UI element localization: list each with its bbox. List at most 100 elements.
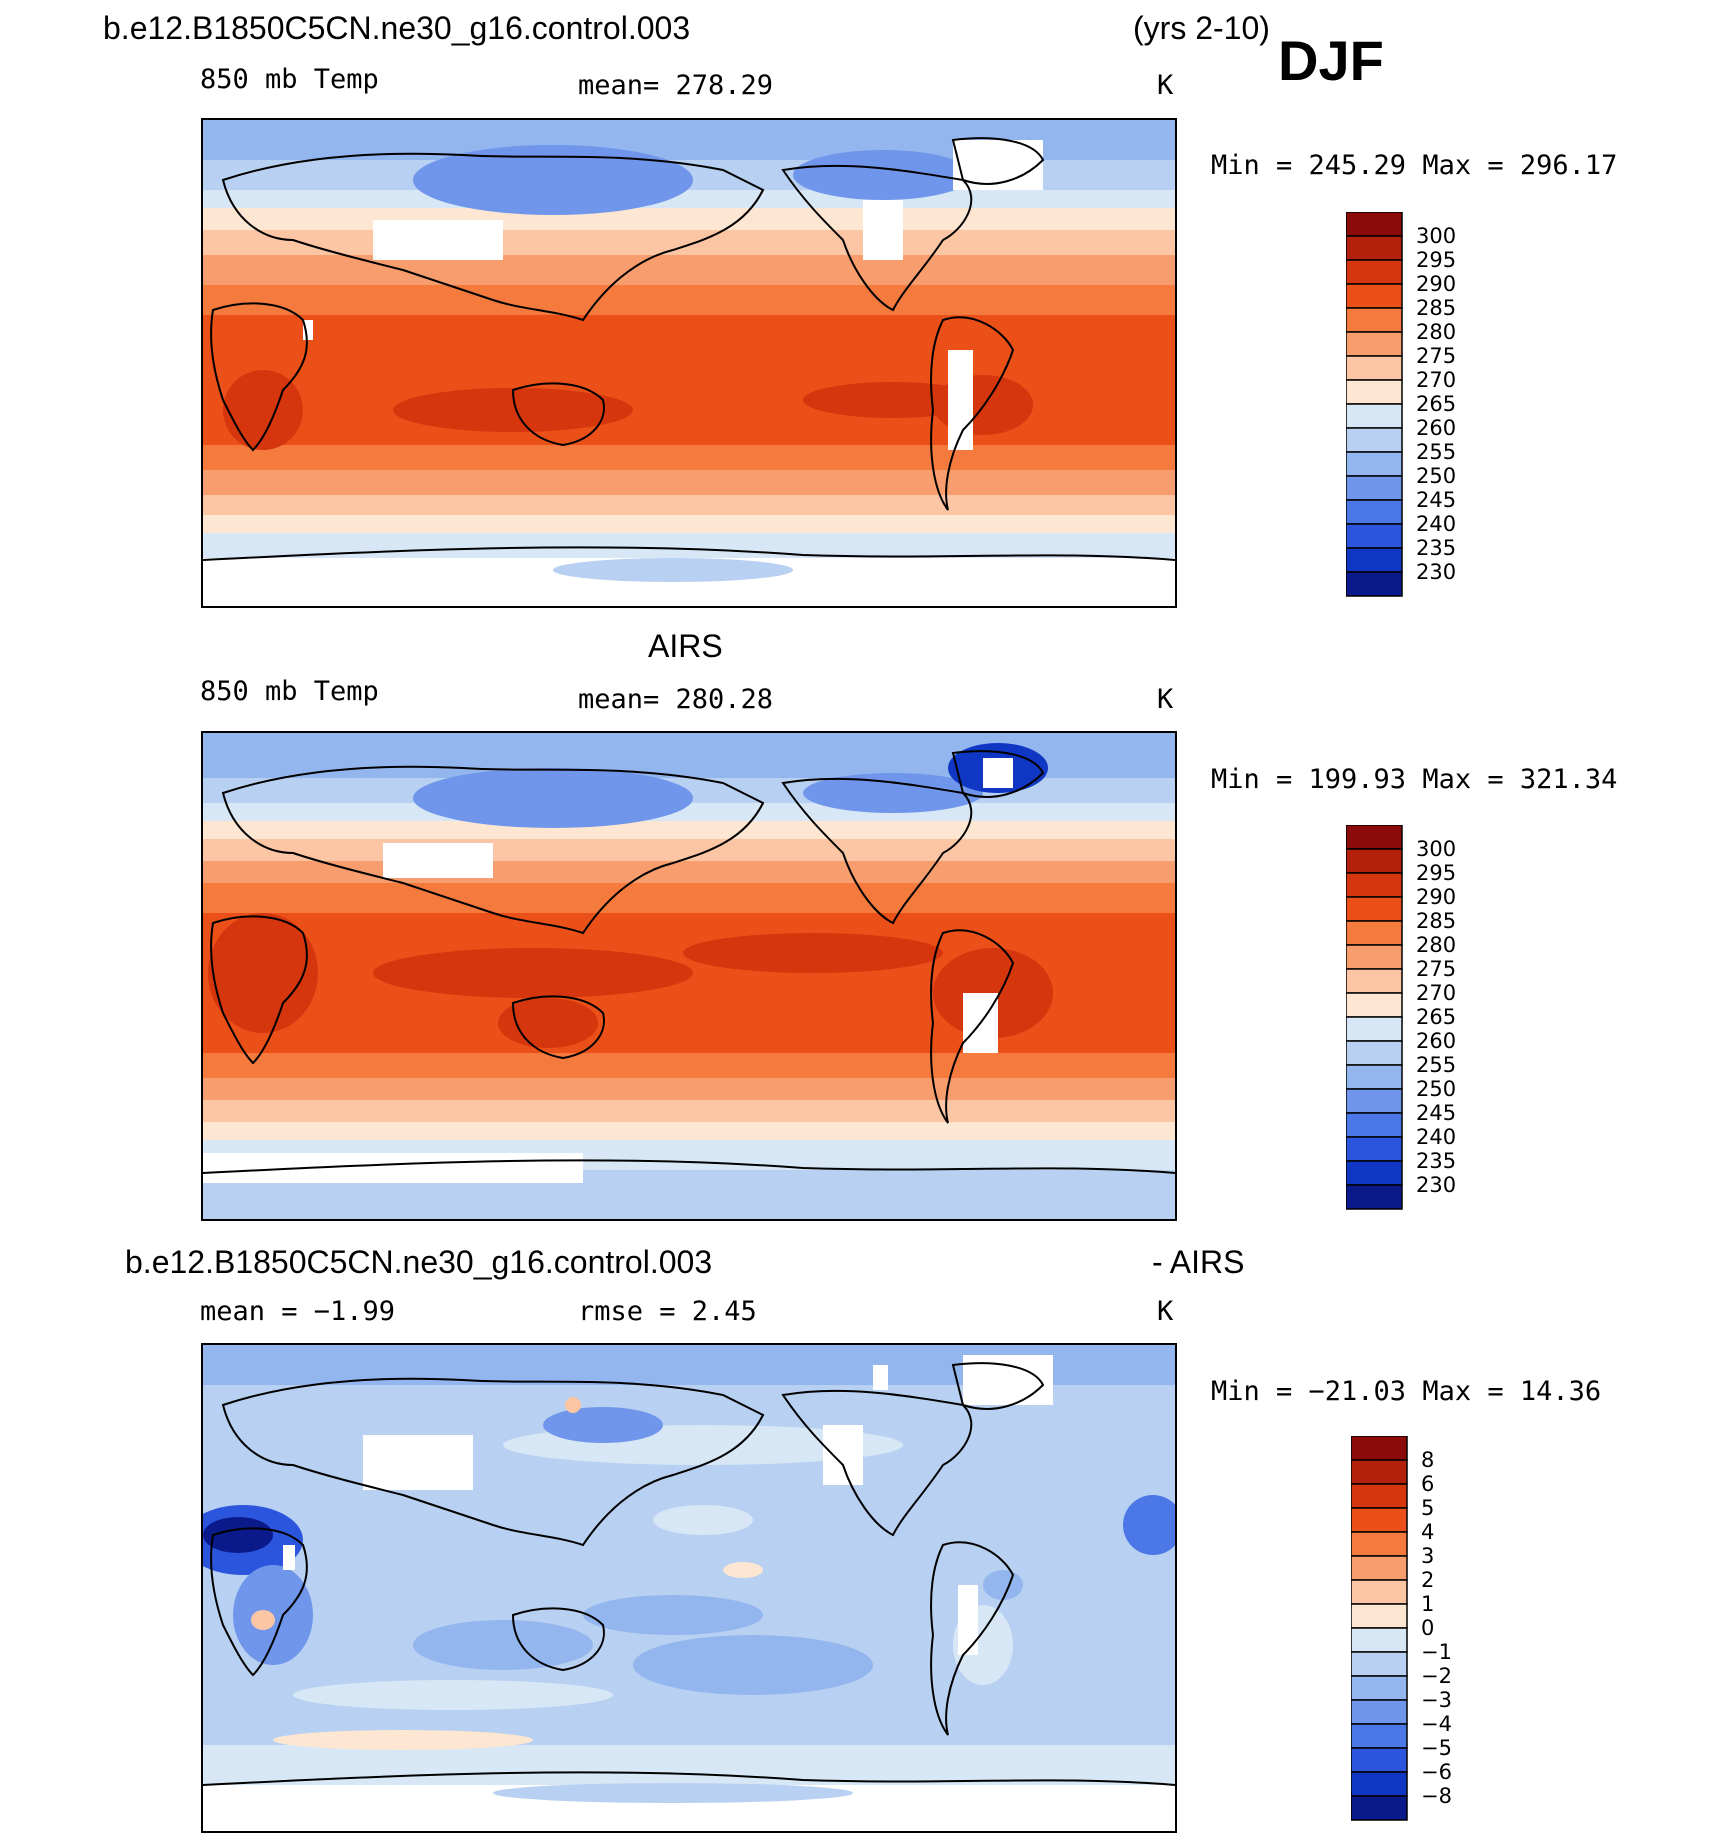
cbar2-swatch-8 — [1345, 1016, 1403, 1042]
p2-band-280 — [203, 883, 1175, 913]
p3-warm-spot — [723, 1562, 763, 1578]
cbar3-label-13: −6 — [1421, 1760, 1452, 1784]
panel3-map-svg — [203, 1345, 1175, 1831]
p1-band-260 — [203, 190, 1175, 208]
panel3-title: b.e12.B1850C5CN.ne30_g16.control.003 — [125, 1244, 713, 1280]
p1-band-tropics — [203, 315, 1175, 445]
cbar3-swatch-1 — [1350, 1459, 1408, 1485]
p3-cold-east — [1123, 1495, 1175, 1555]
p2-coast-australia — [511, 995, 605, 1060]
p2-coast-eurasia — [221, 765, 765, 935]
p1-antarctic-blue — [553, 558, 793, 582]
p2-band-260 — [203, 803, 1175, 821]
cbar1-label-8: 260 — [1416, 416, 1456, 440]
p2-band-265 — [203, 821, 1175, 839]
cbar3-label-6: 1 — [1421, 1592, 1434, 1616]
cbar2-label-2: 290 — [1416, 885, 1456, 909]
p1-coast-australia — [511, 382, 605, 447]
p1-band-s275 — [203, 470, 1175, 495]
panel2-units: K — [1157, 684, 1174, 715]
cbar3-label-3: 4 — [1421, 1520, 1434, 1544]
cbar1-label-12: 240 — [1416, 512, 1456, 536]
p3-cool-pac — [583, 1595, 763, 1635]
cbar3-swatch-13 — [1350, 1747, 1408, 1773]
cbar1-label-11: 245 — [1416, 488, 1456, 512]
cbar1-label-6: 270 — [1416, 368, 1456, 392]
cbar3-swatch-2 — [1350, 1483, 1408, 1509]
p1-band-265 — [203, 208, 1175, 230]
p3-cool-indian — [413, 1620, 593, 1670]
p1-coastlines — [203, 137, 1175, 561]
cbar2-label-9: 255 — [1416, 1053, 1456, 1077]
p2-mask-greenland — [983, 758, 1013, 788]
cbar2-swatch-13 — [1345, 1136, 1403, 1162]
cbar1-swatch-7 — [1345, 379, 1403, 405]
cbar2-swatch-15 — [1345, 1184, 1403, 1210]
cbar3-label-11: −4 — [1421, 1712, 1452, 1736]
years-label: (yrs 2-10) — [1133, 10, 1270, 46]
colorbar-temp-1: 300 295 290 285 280 275 270 265 260 255 250 245 240 2… — [1345, 211, 1486, 607]
cbar3-swatch-0 — [1350, 1435, 1408, 1461]
colorbar-diff: 8 6 5 4 3 2 1 0 −1 −2 −3 −4 −5 −6 −8 — [1350, 1435, 1491, 1831]
cbar2-swatch-1 — [1345, 848, 1403, 874]
p3-mask-rockies — [823, 1425, 863, 1485]
colorbar-temp-1-svg: 3002952902852802752702652602552502452402… — [1345, 211, 1456, 597]
cbar3-swatch-6 — [1350, 1579, 1408, 1605]
cbar2-label-0: 300 — [1416, 837, 1456, 861]
cbar3-label-0: 8 — [1421, 1448, 1434, 1472]
cbar3-swatch-7 — [1350, 1603, 1408, 1629]
cbar2-swatch-11 — [1345, 1088, 1403, 1114]
cbar2-swatch-5 — [1345, 944, 1403, 970]
p3-mask-andes — [958, 1585, 978, 1655]
cbar3-swatch-8 — [1350, 1627, 1408, 1653]
cbar1-swatch-2 — [1345, 259, 1403, 285]
p3-mask-alaska — [873, 1365, 888, 1390]
p3-warm-mongolia — [565, 1397, 581, 1413]
cbar1-label-2: 290 — [1416, 272, 1456, 296]
cbar3-swatch-3 — [1350, 1507, 1408, 1533]
cbar1-swatch-0 — [1345, 211, 1403, 237]
p1-band-275 — [203, 255, 1175, 285]
p3-coast-samerica — [930, 1541, 1015, 1736]
cbar3-swatch-15 — [1350, 1795, 1408, 1821]
p3-light-sio — [293, 1680, 613, 1710]
cbar2-label-13: 235 — [1416, 1149, 1456, 1173]
cbar1-swatch-11 — [1345, 475, 1403, 501]
p2-coast-antarctica — [203, 1159, 1175, 1174]
cbar1-swatch-12 — [1345, 499, 1403, 525]
cbar1-swatch-5 — [1345, 331, 1403, 357]
p3-coldest-sahara — [203, 1517, 273, 1553]
p3-light-eqpac — [653, 1505, 753, 1535]
p3-coastlines — [203, 1362, 1175, 1786]
panel3-title-right: - AIRS — [1152, 1244, 1245, 1280]
cbar2-label-8: 260 — [1416, 1029, 1456, 1053]
panel3-rmse: rmse = 2.45 — [578, 1296, 757, 1327]
cbar2-label-4: 280 — [1416, 933, 1456, 957]
panel2-variable: 850 mb Temp — [200, 676, 379, 707]
cbar2-swatch-3 — [1345, 896, 1403, 922]
cbar1-label-9: 255 — [1416, 440, 1456, 464]
p1-band-280 — [203, 285, 1175, 315]
cbar3-label-7: 0 — [1421, 1616, 1434, 1640]
cbar3-label-8: −1 — [1421, 1640, 1452, 1664]
p3-cool-spac — [633, 1635, 873, 1695]
panel1-map — [201, 118, 1177, 608]
p2-coast-namerica — [781, 777, 973, 925]
cbar2-swatch-2 — [1345, 872, 1403, 898]
p2-band-s275 — [203, 1078, 1175, 1100]
cbar1-swatch-6 — [1345, 355, 1403, 381]
p2-band-s270 — [203, 1100, 1175, 1122]
cbar1-swatch-14 — [1345, 547, 1403, 573]
cbar2-swatch-12 — [1345, 1112, 1403, 1138]
p3-coast-africa — [210, 1527, 308, 1677]
cbar1-label-0: 300 — [1416, 224, 1456, 248]
cbar3-swatch-14 — [1350, 1771, 1408, 1797]
panel1-map-svg — [203, 120, 1175, 606]
cbar3-swatch-12 — [1350, 1723, 1408, 1749]
p1-mask-tibet — [373, 220, 503, 260]
cbar2-swatch-7 — [1345, 992, 1403, 1018]
p2-cold-canada — [803, 773, 983, 813]
p1-coast-antarctica — [203, 546, 1175, 561]
p2-mask-tibet — [383, 843, 493, 878]
